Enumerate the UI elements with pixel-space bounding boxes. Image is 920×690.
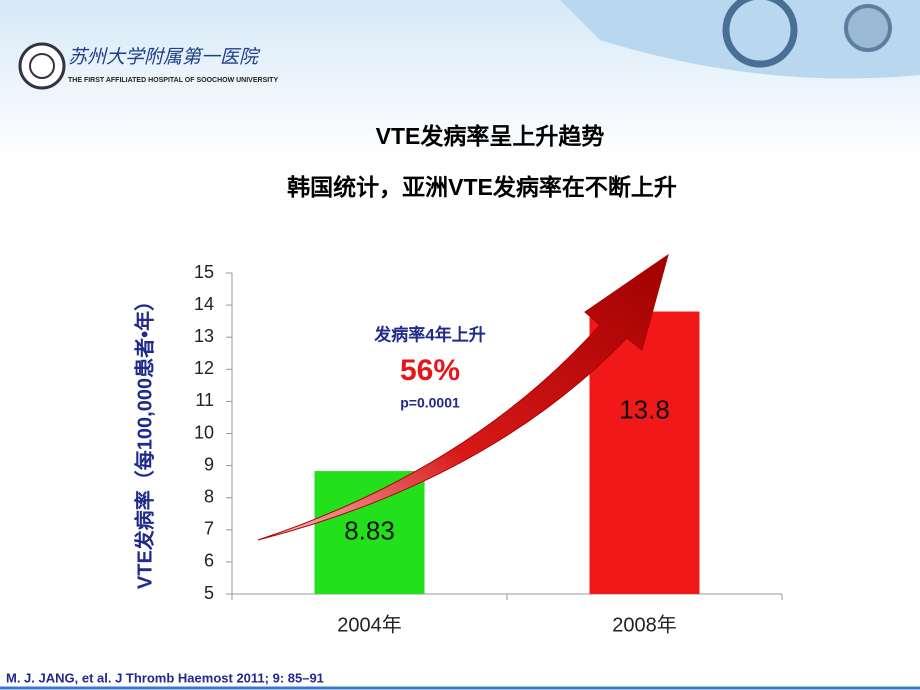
annotation: 发病率4年上升	[373, 324, 485, 344]
y-tick-label: 6	[204, 551, 214, 571]
y-tick-label: 13	[194, 326, 214, 346]
header-decoration	[18, 0, 920, 90]
logo-text: 苏州大学附属第一医院	[68, 46, 261, 68]
annotation: 56%	[400, 354, 460, 387]
value-label: 13.8	[619, 394, 670, 424]
y-tick-label: 14	[194, 294, 214, 314]
y-tick-label: 9	[204, 454, 214, 474]
y-tick-label: 10	[194, 422, 214, 442]
citation: M. J. JANG, et al. J Thromb Haemost 2011…	[6, 670, 324, 685]
value-label: 8.83	[344, 515, 395, 545]
logo-subtext: THE FIRST AFFILIATED HOSPITAL OF SOOCHOW…	[68, 77, 278, 84]
y-tick-label: 15	[194, 262, 214, 282]
y-tick-label: 7	[204, 519, 214, 539]
x-tick-label: 2008年	[612, 613, 677, 636]
y-axis-label: VTE发病率（每100,000患者•年）	[132, 291, 156, 589]
plot: 5 6 7 8 9 10 11 12 13 14 15 2004年 8.83 2008年 13.8	[194, 262, 783, 636]
slide-title: VTE发病率呈上升趋势	[376, 123, 605, 149]
y-tick-label: 5	[204, 583, 214, 603]
trend-arrow	[257, 253, 669, 541]
y-tick-label: 12	[194, 358, 214, 378]
y-tick-label: 8	[204, 486, 214, 506]
annotation: p=0.0001	[400, 395, 460, 411]
slide-subtitle: 韩国统计，亚洲VTE发病率在不断上升	[287, 174, 677, 200]
bar	[314, 471, 425, 594]
bar	[589, 311, 700, 594]
y-tick-label: 11	[195, 390, 214, 410]
x-tick-label: 2004年	[337, 613, 402, 636]
